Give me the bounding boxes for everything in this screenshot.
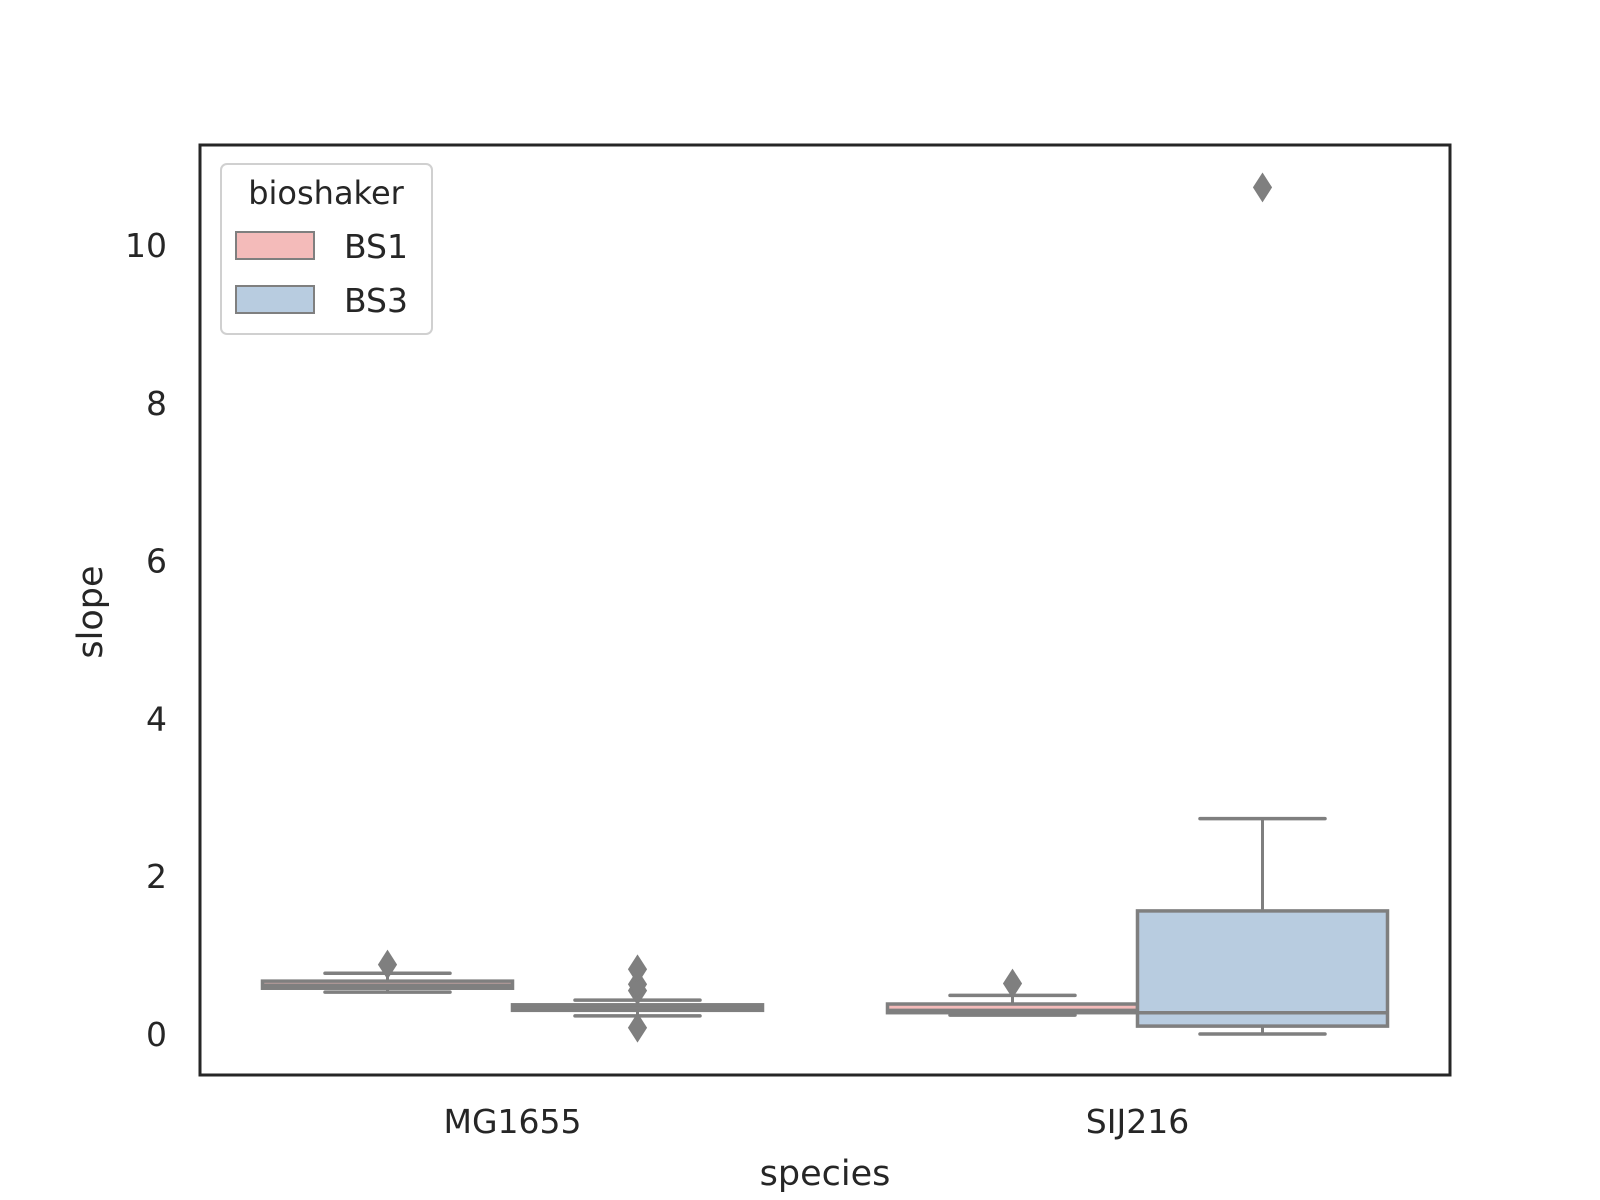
- box-body: [1135, 909, 1390, 1028]
- x-tick-label: SIJ216: [1086, 1102, 1189, 1141]
- x-ticks: MG1655 SIJ216: [443, 1102, 1189, 1141]
- box-bs1-mg1655: [260, 949, 515, 994]
- x-axis-label: species: [760, 1154, 891, 1194]
- outlier-point: [627, 954, 648, 985]
- legend-swatch-bs3: [235, 285, 315, 314]
- y-ticks: 0 2 4 6 8 10: [125, 226, 167, 1054]
- legend-title: bioshaker: [248, 174, 404, 212]
- box-bs3-mg1655: [510, 954, 765, 1043]
- outlier-point: [1252, 172, 1273, 203]
- outlier-point: [627, 969, 648, 1000]
- legend-swatch-bs1: [235, 231, 315, 260]
- outlier-point: [627, 1012, 648, 1043]
- outlier-point: [377, 949, 398, 980]
- y-tick-label: 10: [125, 226, 167, 265]
- y-tick-label: 4: [146, 699, 167, 738]
- boxes-layer: [260, 172, 1390, 1043]
- box-bs1-sij216: [885, 968, 1140, 1017]
- y-tick-label: 8: [146, 384, 167, 423]
- y-tick-label: 0: [146, 1015, 167, 1054]
- outlier-point: [1002, 968, 1023, 999]
- y-axis-label: slope: [71, 565, 111, 658]
- legend: bioshaker BS1 BS3: [220, 163, 433, 335]
- box-bs3-sij216: [1135, 172, 1390, 1036]
- y-tick-label: 2: [146, 857, 167, 896]
- legend-label-bs3: BS3: [344, 281, 408, 320]
- x-tick-label: MG1655: [443, 1102, 581, 1141]
- plot-frame: [198, 143, 1452, 1077]
- y-tick-label: 6: [146, 542, 167, 581]
- legend-label-bs1: BS1: [344, 227, 408, 266]
